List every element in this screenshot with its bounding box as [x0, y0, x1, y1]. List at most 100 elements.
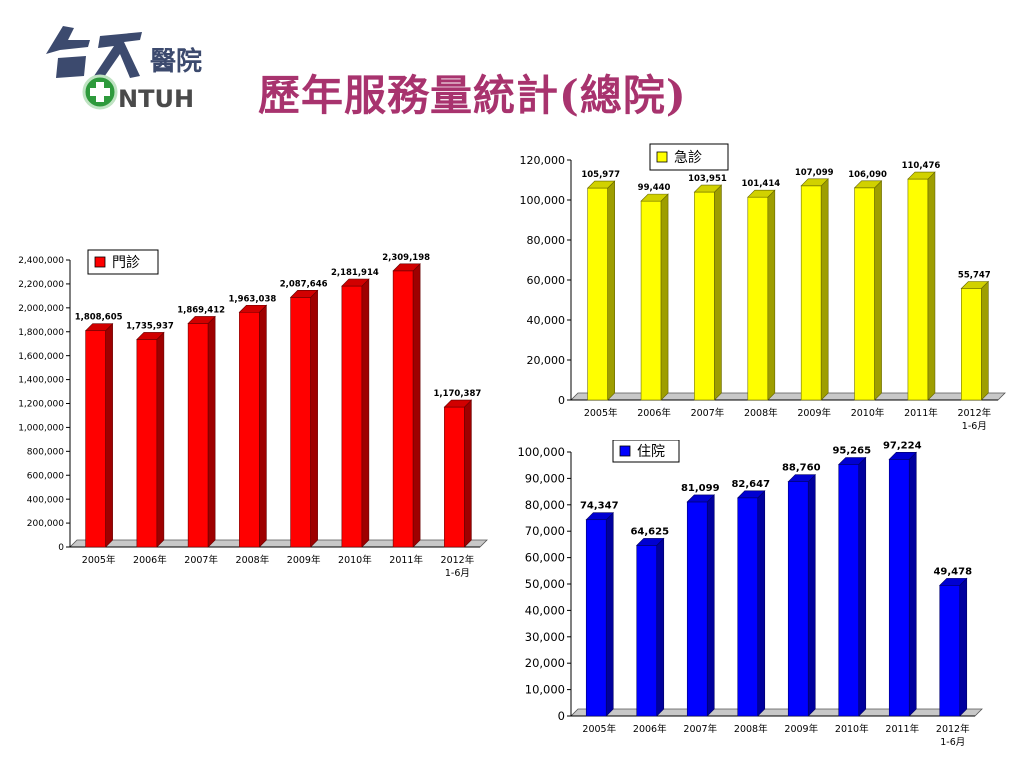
x-tick-label: 2005年 [82, 554, 116, 566]
bar-top [392, 263, 421, 272]
bar-top [136, 332, 165, 340]
x-tick-label: 2005年 [582, 723, 616, 735]
bar-side [858, 456, 867, 717]
chart-floor [69, 539, 488, 548]
chart-floor [570, 708, 983, 717]
bar-front [444, 406, 465, 548]
x-tick-label: 2006年 [133, 554, 167, 566]
chart-legend: 急診 [649, 143, 729, 171]
bar-side [464, 399, 472, 548]
data-label: 82,647 [731, 479, 770, 490]
bar-inpatient-3 [686, 494, 715, 717]
bar-emergency-3 [693, 184, 723, 401]
y-tick-label: 100,000 [517, 445, 565, 459]
bar-side [714, 184, 722, 401]
y-tick-label: 200,000 [27, 519, 64, 529]
bar-outpatient-7 [392, 263, 421, 548]
bar-front [838, 464, 860, 717]
bar-front [636, 545, 658, 717]
bar-front [800, 185, 822, 401]
bar-front [686, 501, 708, 717]
bar-front [585, 519, 607, 717]
x-tick-label: 2008年 [236, 554, 270, 566]
inpatient-chart: 0 10,000 20,000 30,000 40,000 50,000 60,000 70,… [517, 440, 983, 748]
bar-outpatient-3 [187, 315, 216, 548]
bar-outpatient-6 [341, 278, 370, 548]
data-label: 97,224 [883, 440, 922, 451]
bar-front [747, 196, 769, 401]
x-tick-label: 2011年 [389, 554, 423, 566]
y-tick-label: 10,000 [525, 683, 565, 697]
x-tick-label: 2009年 [287, 554, 321, 566]
bar-top [238, 304, 268, 313]
bar-front [961, 288, 982, 401]
page-title: 歷年服務量統計(總院) [258, 71, 687, 120]
bar-emergency-2 [640, 193, 669, 401]
y-tick-label: 80,000 [525, 498, 565, 512]
bar-inpatient-7 [888, 451, 917, 717]
bar-top [187, 316, 216, 324]
data-label: 55,747 [958, 271, 991, 281]
bar-inpatient-1 [585, 511, 614, 717]
data-label: 101,414 [741, 179, 780, 189]
x-tick-label: 1-6月 [962, 421, 987, 432]
bar-emergency-1 [586, 180, 616, 401]
y-tick-label: 100,000 [520, 194, 566, 207]
y-tick-label: 0 [558, 394, 565, 407]
bar-front [854, 187, 875, 401]
bar-side [656, 537, 665, 717]
chart-legend: 門診 [87, 249, 159, 275]
data-label: 107,099 [795, 168, 834, 178]
bar-top [787, 474, 816, 482]
legend-swatch [656, 151, 668, 163]
data-label: 2,309,198 [382, 253, 430, 263]
bar-front [888, 459, 910, 717]
y-tick-label: 60,000 [527, 274, 566, 287]
bar-side [105, 322, 113, 548]
bar-front [341, 285, 363, 548]
bar-front [187, 323, 209, 548]
y-tick-label: 800,000 [27, 447, 64, 457]
data-label: 88,760 [782, 463, 821, 474]
x-tick-label: 2012年 [957, 407, 991, 419]
y-tick-label: 1,600,000 [18, 352, 64, 362]
y-tick-label: 1,800,000 [18, 328, 64, 338]
x-tick-label: 2010年 [835, 723, 869, 735]
y-tick-label: 1,000,000 [18, 424, 64, 434]
x-tick-label: 2012年 [441, 554, 475, 566]
bar-outpatient-2 [136, 331, 165, 548]
y-tick-label: 400,000 [27, 495, 64, 505]
y-tick-label: 90,000 [525, 471, 565, 485]
bar-top [686, 494, 715, 503]
y-tick-label: 0 [558, 709, 565, 723]
bar-outpatient-8 [443, 399, 473, 548]
bar-side [607, 180, 615, 401]
bar-top [800, 178, 829, 187]
bar-top [888, 452, 917, 460]
bar-side [767, 189, 776, 401]
bar-emergency-7 [907, 171, 936, 401]
bar-front [290, 297, 311, 548]
x-tick-label: 2006年 [637, 407, 671, 419]
bar-side [757, 490, 766, 717]
data-label: 106,090 [848, 170, 887, 180]
data-label: 110,476 [902, 161, 941, 171]
emergency-chart: 0 20,000 40,000 60,000 80,000 100,000 120,000 1… [520, 143, 1006, 432]
data-label: 64,625 [630, 526, 669, 537]
logo-english-text: NTUH [118, 85, 194, 113]
x-tick-label: 2005年 [584, 407, 618, 419]
x-tick-label: 2011年 [904, 407, 938, 419]
x-tick-label: 2009年 [784, 723, 818, 735]
bar-top [693, 184, 723, 193]
bar-top [853, 180, 883, 189]
bar-side [605, 511, 614, 717]
bar-front [907, 178, 929, 401]
bar-inpatient-4 [737, 490, 766, 717]
bar-outpatient-5 [289, 289, 319, 548]
y-tick-label: 1,200,000 [18, 400, 64, 410]
bar-outpatient-4 [238, 304, 268, 548]
bar-side [660, 193, 669, 401]
bar-side [412, 263, 421, 548]
bar-front [136, 339, 158, 548]
bar-side [361, 278, 370, 548]
